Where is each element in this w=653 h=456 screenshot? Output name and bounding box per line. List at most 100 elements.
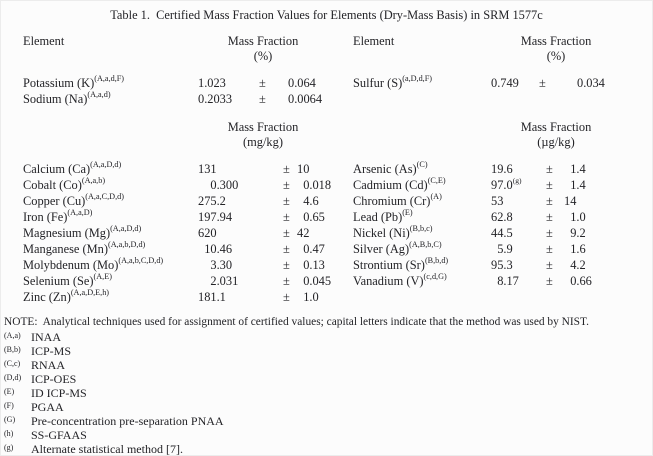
footnote-row: (F) PGAA: [4, 400, 224, 414]
percent-right-unit-row: (%): [353, 49, 621, 64]
mass-fraction-value: 44.5: [491, 226, 513, 241]
uncertainty-value: 1.6: [570, 242, 586, 257]
plus-minus: ±: [283, 210, 290, 225]
plus-minus: ±: [546, 242, 553, 257]
percent-left-rows: Potassium (K)(A,a,d,F) 1.023 ± 0.064 Sod…: [23, 72, 328, 107]
method-superscript: (C,E): [427, 176, 446, 185]
plus-minus: ±: [283, 274, 290, 289]
uncertainty-value: 4.2: [570, 258, 586, 273]
footnote-row: (E) ID ICP-MS: [4, 386, 224, 400]
element-row: Silver (Ag)(A,B,b,C) 5.9 ± 1.6: [353, 238, 621, 257]
uncertainty-value: 0.66: [570, 274, 592, 289]
element-row: Cadmium (Cd)(C,E) 97.0(g) ± 1.4: [353, 174, 621, 193]
percent-left-block: Element Mass Fraction (%) Potassium (K)(…: [23, 34, 328, 107]
footnote-marker: (B,b): [4, 345, 21, 354]
element-name: Calcium (Ca): [23, 162, 91, 177]
mass-fraction-value: 275.2: [198, 194, 226, 209]
plus-minus: ±: [546, 162, 553, 177]
method-superscript: (A,a,b,C,D,d): [118, 256, 164, 265]
ug-right-unit-row: (µg/kg): [353, 135, 621, 150]
mass-fraction-value: 620: [198, 226, 217, 241]
percent-right-rows: Sulfur (S)(a,D,d,F) 0.749 ± 0.034: [353, 72, 621, 91]
ug-right-block: Mass Fraction (µg/kg) Arsenic (As)(C) 19…: [353, 120, 621, 289]
footnote-marker: (h): [4, 429, 14, 438]
plus-minus: ±: [546, 178, 553, 193]
element-name: Lead (Pb): [353, 210, 403, 225]
mg-left-header: Mass Fraction: [23, 120, 331, 135]
plus-minus: ±: [546, 226, 553, 241]
plus-minus: ±: [283, 226, 290, 241]
plus-minus: ±: [283, 242, 290, 257]
element-row: Sodium (Na)(A,a,d) 0.2033 ± 0.0064: [23, 88, 328, 107]
mass-fraction-value: 181.1: [198, 290, 226, 305]
uncertainty-value: 9.2: [570, 226, 586, 241]
element-row: Arsenic (As)(C) 19.6 ± 1.4: [353, 158, 621, 177]
method-superscript: (B,b,c): [409, 224, 433, 233]
footnote-label: PGAA: [31, 400, 64, 414]
footnote-row: (D,d) ICP-OES: [4, 372, 224, 386]
element-name: Copper (Cu): [23, 194, 86, 209]
element-row: Vanadium (V)(c,d,G) 8.17 ± 0.66: [353, 270, 621, 289]
note-text: NOTE: Analytical techniques used for ass…: [4, 316, 589, 328]
footnote-marker: (G): [4, 415, 16, 424]
element-row: Calcium (Ca)(A,a,D,d) 131 ± 10: [23, 158, 331, 177]
mass-fraction-value: 95.3: [491, 258, 513, 273]
value-superscript: (g): [512, 176, 522, 185]
mass-fraction-value: 1.023: [198, 76, 226, 91]
uncertainty-value: 0.47: [303, 242, 325, 257]
method-superscript: (A,a,d): [87, 90, 111, 99]
footnote-row: (h) SS-GFAAS: [4, 428, 224, 442]
mass-fraction-value: 62.8: [491, 210, 513, 225]
method-superscript: (A,E): [93, 272, 112, 281]
method-superscript: (A,a,D): [67, 208, 93, 217]
element-name: Arsenic (As): [353, 162, 417, 177]
uncertainty-value: 0.045: [303, 274, 332, 289]
method-superscript: (a,D,d,F): [402, 74, 433, 83]
mass-fraction-header: Mass Fraction: [227, 34, 299, 48]
plus-minus: ±: [546, 274, 553, 289]
footnote-label: ICP-OES: [31, 372, 77, 386]
element-row: Copper (Cu)(A,a,C,D,d) 275.2 ± 4.6: [23, 190, 331, 209]
footnote-label: Alternate statistical method [7].: [31, 442, 183, 456]
uncertainty-value: 1.0: [303, 290, 319, 305]
plus-minus: ±: [283, 178, 290, 193]
mass-fraction-value: 0.749: [491, 76, 519, 91]
element-row: Molybdenum (Mo)(A,a,b,C,D,d) 3.30 ± 0.13: [23, 254, 331, 272]
method-superscript: (A,a,D,E,h): [70, 288, 110, 297]
footnote-label: RNAA: [31, 358, 66, 372]
method-superscript: (A,a,b,D,d): [108, 240, 146, 249]
element-row: Sulfur (S)(a,D,d,F) 0.749 ± 0.034: [353, 72, 621, 91]
element-row: Zinc (Zn)(A,a,D,E,h) 181.1 ± 1.0: [23, 286, 331, 305]
uncertainty-value: 4.6: [303, 194, 319, 209]
plus-minus: ±: [259, 92, 266, 107]
element-name: Iron (Fe): [23, 210, 68, 225]
percent-right-header: Element Mass Fraction: [353, 34, 621, 49]
footnote-marker: (C,c): [4, 359, 21, 368]
mass-fraction-header: Mass Fraction: [227, 120, 299, 134]
element-row: Chromium (Cr)(A) 53 ± 14: [353, 190, 621, 209]
uncertainty-value: 0.65: [303, 210, 325, 225]
element-name: Zinc (Zn): [23, 290, 71, 305]
uncertainty-value: 14: [564, 194, 577, 209]
element-name: Cobalt (Co): [23, 178, 82, 193]
footnote-label: ICP-MS: [31, 344, 72, 358]
method-superscript: (E): [402, 208, 413, 217]
element-name: Nickel (Ni): [353, 226, 410, 241]
mass-fraction-value: 197.94: [198, 210, 233, 225]
footnote-label: Pre-concentration pre-separation PNAA: [31, 414, 224, 428]
element-name: Manganese (Mn): [23, 242, 108, 257]
mass-fraction-value: 8.17: [497, 274, 519, 289]
footnote-row: (B,b) ICP-MS: [4, 344, 224, 358]
uncertainty-value: 1.0: [570, 210, 586, 225]
method-superscript: (B,b,d): [424, 256, 449, 265]
footnote-label: SS-GFAAS: [31, 428, 87, 442]
plus-minus: ±: [539, 76, 546, 91]
element-name: Silver (Ag): [353, 242, 410, 257]
footnote-label: INAA: [31, 330, 61, 344]
mass-fraction-value: 19.6: [491, 162, 513, 177]
element-name: Sodium (Na): [23, 92, 88, 107]
plus-minus: ±: [259, 76, 266, 91]
uncertainty-value: 1.4: [570, 162, 586, 177]
method-superscript: (A,B,b,C): [409, 240, 442, 249]
element-row: Manganese (Mn)(A,a,b,D,d) 10.46 ± 0.47: [23, 238, 331, 257]
